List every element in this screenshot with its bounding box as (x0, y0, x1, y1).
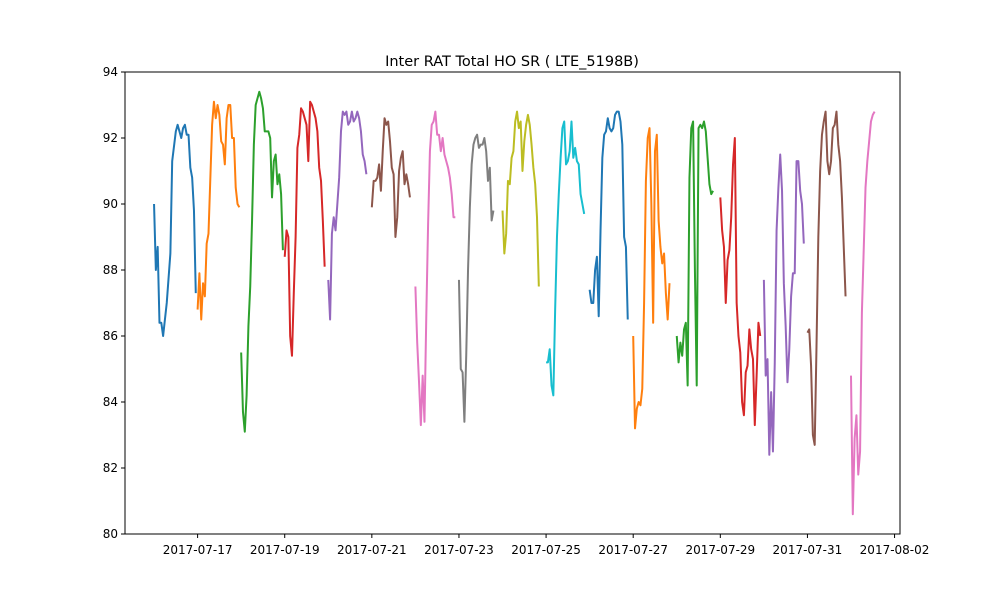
series-line-2017-07-23 (457, 133, 495, 423)
x-tick-label: 2017-07-25 (511, 543, 581, 557)
x-tick-label: 2017-07-27 (598, 543, 668, 557)
x-tick-label: 2017-07-29 (685, 543, 755, 557)
series-line-2017-07-24 (501, 110, 540, 287)
x-tick-label: 2017-08-02 (860, 543, 930, 557)
series-line-2017-07-27 (632, 127, 671, 430)
y-tick-label: 90 (103, 197, 118, 211)
axes-layer: 80 82 84 86 88 90 92 94 2017-07-17 2017-07-19 2017… (103, 65, 930, 557)
y-tick-label: 88 (103, 263, 118, 277)
y-tick-label: 82 (103, 461, 118, 475)
series-line-2017-07-21 (370, 117, 411, 238)
series-line-2017-07-26 (588, 110, 629, 320)
y-tick-label: 80 (103, 527, 118, 541)
series-line-2017-07-16 (153, 123, 197, 337)
y-tick-label: 86 (103, 329, 118, 343)
series-line-2017-07-30 (762, 153, 805, 456)
plot-frame (124, 71, 901, 535)
series-line-2017-07-22 (414, 110, 456, 427)
series-line-2017-07-17 (196, 100, 241, 321)
series-line-2017-07-29 (719, 137, 762, 427)
x-tick-label: 2017-07-17 (163, 543, 233, 557)
chart-title: Inter RAT Total HO SR ( LTE_5198B) (385, 54, 639, 70)
series-line-2017-07-20 (327, 110, 368, 321)
x-tick-label: 2017-07-21 (337, 543, 407, 557)
x-tick-label: 2017-07-19 (250, 543, 320, 557)
y-tick-label: 84 (103, 395, 118, 409)
series-line-2017-07-28 (675, 120, 714, 387)
series-line-2017-08-01 (850, 111, 876, 516)
y-tick-label: 94 (103, 65, 118, 79)
series-layer (153, 90, 876, 516)
x-tick-label: 2017-07-31 (773, 543, 843, 557)
series-line-2017-07-25 (546, 120, 586, 397)
series-line-2017-07-18 (240, 90, 284, 433)
x-tick-label: 2017-07-23 (424, 543, 494, 557)
y-tick-label: 92 (103, 131, 118, 145)
series-line-2017-07-19 (283, 100, 326, 357)
series-line-2017-07-31 (806, 110, 847, 446)
